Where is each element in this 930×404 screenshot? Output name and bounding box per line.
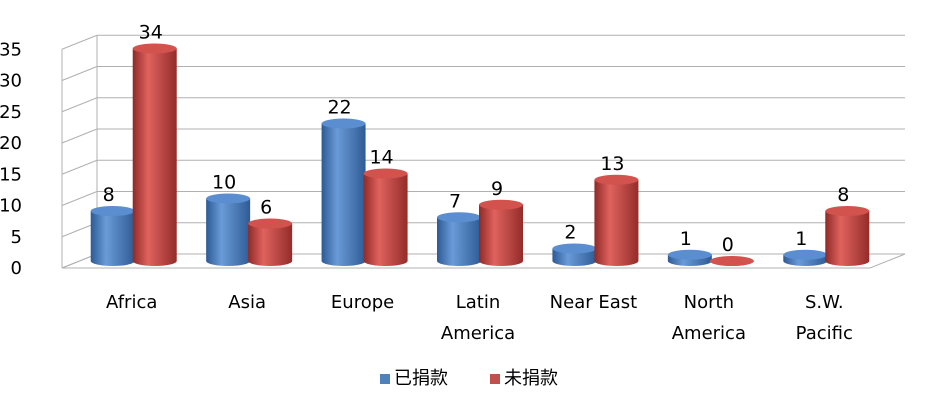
bar-top <box>321 118 366 129</box>
y-tick-label: 25 <box>0 102 22 123</box>
bar <box>667 249 712 266</box>
bar <box>248 218 293 266</box>
y-tick-label: 5 <box>11 227 22 248</box>
bar-top <box>248 218 293 229</box>
x-tick-label: Near East <box>550 292 638 313</box>
gridline-side <box>61 66 98 81</box>
y-tick-label: 10 <box>0 196 22 217</box>
data-label: 13 <box>600 153 624 175</box>
bar <box>594 174 639 266</box>
bar-top <box>783 249 828 260</box>
bar <box>363 168 408 266</box>
bar-top <box>90 206 135 216</box>
data-label: 22 <box>327 97 351 119</box>
data-label: 10 <box>212 172 236 194</box>
bar-body <box>90 211 135 266</box>
bar <box>437 212 481 266</box>
data-label: 2 <box>564 222 576 244</box>
bar <box>206 193 251 266</box>
bar <box>321 118 366 266</box>
x-tick-label: Europe <box>331 292 394 313</box>
bar-top <box>132 43 177 54</box>
gridline-side <box>61 128 98 144</box>
data-label: 7 <box>449 190 461 212</box>
bar <box>709 256 754 266</box>
y-tick-label: 15 <box>0 164 22 185</box>
bar-body <box>363 173 408 266</box>
gridline-side <box>61 34 98 50</box>
bar <box>479 199 523 266</box>
x-tick-label: America <box>672 323 746 344</box>
bar <box>825 206 870 266</box>
bar-top <box>206 193 251 204</box>
bar-body <box>321 123 366 266</box>
bar-top <box>437 212 481 223</box>
bar-top <box>479 199 523 210</box>
x-tick-label: Asia <box>228 292 266 313</box>
bar <box>783 249 828 266</box>
bar-top <box>552 243 597 254</box>
bar-body <box>248 223 293 266</box>
data-label: 6 <box>260 197 272 219</box>
bar <box>132 43 177 266</box>
bar-body <box>825 211 870 266</box>
x-tick-label: Africa <box>106 292 157 313</box>
legend: 已捐款 未捐款 <box>380 368 558 389</box>
x-tick-label: Latin <box>456 292 501 313</box>
bar-body <box>552 248 597 266</box>
y-tick-label: 30 <box>0 71 22 92</box>
bar-top <box>363 168 408 179</box>
data-label: 0 <box>722 234 734 256</box>
bar-body <box>437 217 481 266</box>
y-tick-label: 0 <box>11 258 22 279</box>
data-label: 14 <box>369 147 393 169</box>
x-tick-label: Pacific <box>796 323 853 344</box>
bar-top <box>594 174 639 185</box>
bar-body <box>132 48 177 266</box>
x-tick-label: North <box>684 292 734 313</box>
data-label: 1 <box>680 228 692 250</box>
x-tick-label: America <box>441 323 515 344</box>
bar-top <box>667 249 712 260</box>
y-tick-label: 20 <box>0 133 22 154</box>
data-label: 1 <box>795 228 807 250</box>
gridline-side <box>61 191 98 206</box>
gridline-side <box>61 159 98 175</box>
legend-swatch <box>490 374 500 384</box>
bar <box>90 206 135 266</box>
x-tick-label: S.W. <box>805 292 844 313</box>
bar-body <box>594 179 639 266</box>
data-label: 8 <box>103 184 115 206</box>
legend-label: 已捐款 <box>394 368 448 389</box>
floor <box>61 253 906 269</box>
bar <box>552 243 597 266</box>
data-label: 8 <box>837 184 849 206</box>
bar-body <box>206 198 251 266</box>
gridline-side <box>61 97 98 113</box>
legend-swatch <box>380 374 390 384</box>
bars <box>90 43 870 266</box>
bar-top <box>709 256 754 266</box>
data-label: 9 <box>491 178 503 200</box>
data-label: 34 <box>139 22 163 44</box>
y-tick-label: 35 <box>0 39 22 60</box>
legend-label: 未捐款 <box>504 368 558 389</box>
bar-body <box>479 204 523 266</box>
bar-top <box>825 206 870 216</box>
